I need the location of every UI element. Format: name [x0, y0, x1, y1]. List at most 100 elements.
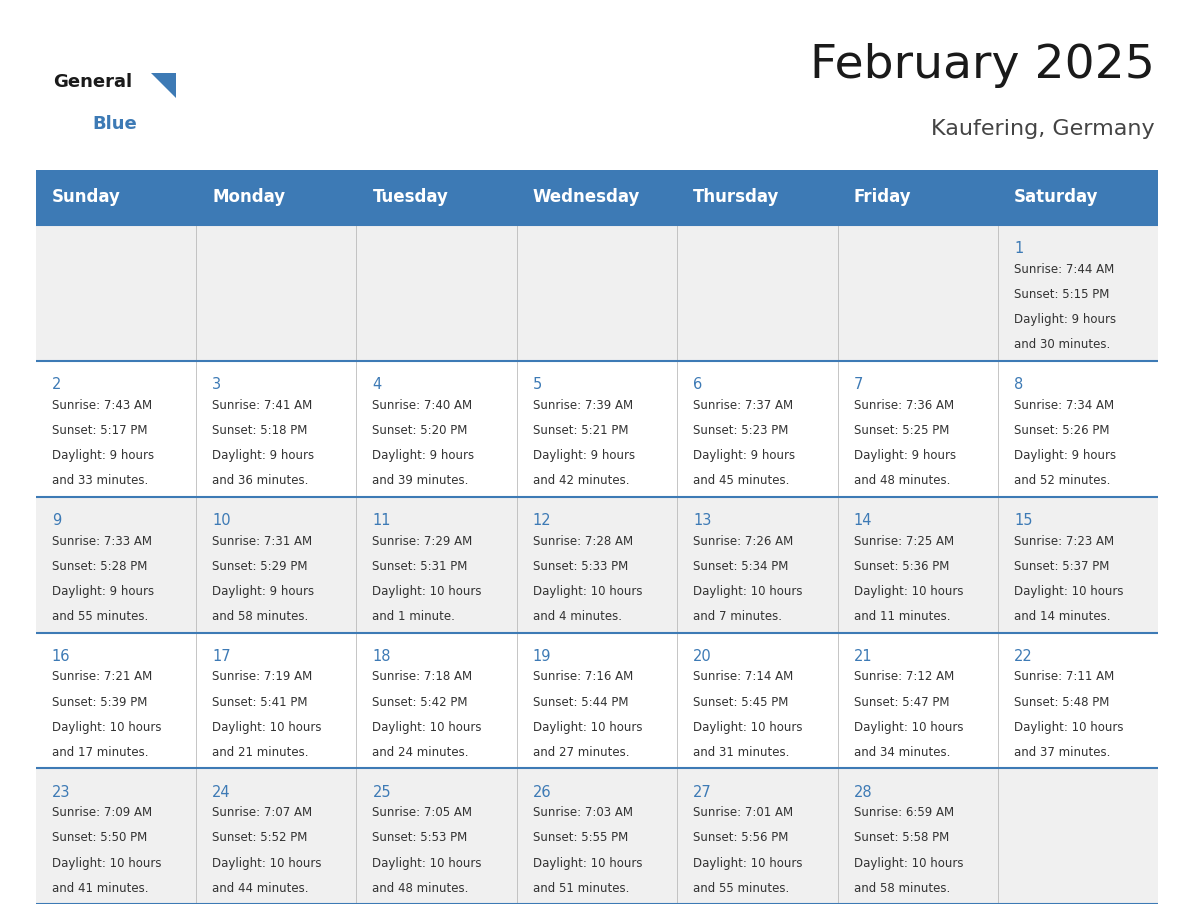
- Text: Sunset: 5:34 PM: Sunset: 5:34 PM: [693, 560, 789, 573]
- Text: 23: 23: [52, 785, 70, 800]
- Text: Sunset: 5:23 PM: Sunset: 5:23 PM: [693, 424, 789, 437]
- Text: Sunrise: 7:36 AM: Sunrise: 7:36 AM: [853, 398, 954, 411]
- Text: Daylight: 9 hours: Daylight: 9 hours: [211, 449, 314, 462]
- Text: Daylight: 9 hours: Daylight: 9 hours: [853, 449, 955, 462]
- Text: Kaufering, Germany: Kaufering, Germany: [931, 119, 1155, 139]
- Bar: [36, 497, 1158, 633]
- Text: Sunrise: 7:23 AM: Sunrise: 7:23 AM: [1013, 534, 1114, 547]
- Text: Sunrise: 7:19 AM: Sunrise: 7:19 AM: [211, 670, 312, 683]
- Text: and 17 minutes.: and 17 minutes.: [52, 745, 148, 759]
- Text: Sunrise: 7:25 AM: Sunrise: 7:25 AM: [853, 534, 954, 547]
- Text: and 39 minutes.: and 39 minutes.: [372, 474, 469, 487]
- Text: Sunrise: 7:14 AM: Sunrise: 7:14 AM: [693, 670, 794, 683]
- Text: Sunset: 5:26 PM: Sunset: 5:26 PM: [1013, 424, 1110, 437]
- Text: Daylight: 9 hours: Daylight: 9 hours: [372, 449, 474, 462]
- Text: 16: 16: [52, 649, 70, 664]
- Text: Sunrise: 7:11 AM: Sunrise: 7:11 AM: [1013, 670, 1114, 683]
- Text: Thursday: Thursday: [693, 188, 779, 207]
- Text: and 45 minutes.: and 45 minutes.: [693, 474, 790, 487]
- Text: and 42 minutes.: and 42 minutes.: [532, 474, 630, 487]
- Text: Sunrise: 7:44 AM: Sunrise: 7:44 AM: [1013, 263, 1114, 275]
- Text: Monday: Monday: [211, 188, 285, 207]
- Text: and 41 minutes.: and 41 minutes.: [52, 881, 148, 895]
- Text: 2: 2: [52, 377, 61, 392]
- Text: Daylight: 10 hours: Daylight: 10 hours: [52, 856, 162, 869]
- Text: Sunrise: 7:28 AM: Sunrise: 7:28 AM: [532, 534, 633, 547]
- Text: Sunrise: 7:21 AM: Sunrise: 7:21 AM: [52, 670, 152, 683]
- Text: and 27 minutes.: and 27 minutes.: [532, 745, 630, 759]
- Text: Sunset: 5:52 PM: Sunset: 5:52 PM: [211, 832, 308, 845]
- Text: 1: 1: [1013, 241, 1023, 256]
- Text: and 37 minutes.: and 37 minutes.: [1013, 745, 1111, 759]
- Text: Sunset: 5:20 PM: Sunset: 5:20 PM: [372, 424, 468, 437]
- Bar: [36, 768, 1158, 904]
- Text: Daylight: 10 hours: Daylight: 10 hours: [532, 721, 643, 733]
- Text: Friday: Friday: [853, 188, 911, 207]
- Text: and 55 minutes.: and 55 minutes.: [52, 610, 148, 623]
- Text: Daylight: 10 hours: Daylight: 10 hours: [1013, 585, 1124, 598]
- Text: Sunset: 5:29 PM: Sunset: 5:29 PM: [211, 560, 308, 573]
- Text: and 4 minutes.: and 4 minutes.: [532, 610, 621, 623]
- Text: Sunset: 5:47 PM: Sunset: 5:47 PM: [853, 696, 949, 709]
- Text: 17: 17: [211, 649, 230, 664]
- Text: and 30 minutes.: and 30 minutes.: [1013, 338, 1111, 352]
- Text: 20: 20: [693, 649, 712, 664]
- Text: Sunset: 5:41 PM: Sunset: 5:41 PM: [211, 696, 308, 709]
- Text: Daylight: 10 hours: Daylight: 10 hours: [211, 721, 322, 733]
- Text: and 52 minutes.: and 52 minutes.: [1013, 474, 1111, 487]
- Text: Sunrise: 7:05 AM: Sunrise: 7:05 AM: [372, 806, 473, 819]
- Text: 12: 12: [532, 513, 551, 528]
- Text: Sunset: 5:37 PM: Sunset: 5:37 PM: [1013, 560, 1110, 573]
- Text: Sunrise: 7:43 AM: Sunrise: 7:43 AM: [52, 398, 152, 411]
- Bar: [36, 633, 1158, 768]
- Text: Sunset: 5:39 PM: Sunset: 5:39 PM: [52, 696, 147, 709]
- Text: Sunset: 5:31 PM: Sunset: 5:31 PM: [372, 560, 468, 573]
- Text: 6: 6: [693, 377, 702, 392]
- Text: Sunrise: 7:18 AM: Sunrise: 7:18 AM: [372, 670, 473, 683]
- Text: and 51 minutes.: and 51 minutes.: [532, 881, 630, 895]
- Text: 24: 24: [211, 785, 230, 800]
- Text: 25: 25: [372, 785, 391, 800]
- Text: 19: 19: [532, 649, 551, 664]
- Text: Sunset: 5:15 PM: Sunset: 5:15 PM: [1013, 288, 1110, 301]
- Text: and 7 minutes.: and 7 minutes.: [693, 610, 782, 623]
- Text: 8: 8: [1013, 377, 1023, 392]
- Text: Tuesday: Tuesday: [372, 188, 448, 207]
- Text: Sunrise: 7:41 AM: Sunrise: 7:41 AM: [211, 398, 312, 411]
- Text: Sunrise: 7:33 AM: Sunrise: 7:33 AM: [52, 534, 152, 547]
- Text: Sunrise: 7:37 AM: Sunrise: 7:37 AM: [693, 398, 794, 411]
- Text: Sunset: 5:50 PM: Sunset: 5:50 PM: [52, 832, 147, 845]
- Text: Sunrise: 7:16 AM: Sunrise: 7:16 AM: [532, 670, 633, 683]
- Text: Daylight: 10 hours: Daylight: 10 hours: [853, 856, 963, 869]
- Text: and 33 minutes.: and 33 minutes.: [52, 474, 148, 487]
- Text: Sunset: 5:18 PM: Sunset: 5:18 PM: [211, 424, 308, 437]
- Text: Wednesday: Wednesday: [532, 188, 640, 207]
- Text: Sunrise: 6:59 AM: Sunrise: 6:59 AM: [853, 806, 954, 819]
- Text: and 58 minutes.: and 58 minutes.: [853, 881, 950, 895]
- Text: Daylight: 9 hours: Daylight: 9 hours: [52, 449, 153, 462]
- Text: Sunset: 5:58 PM: Sunset: 5:58 PM: [853, 832, 949, 845]
- Text: 28: 28: [853, 785, 872, 800]
- Text: 4: 4: [372, 377, 381, 392]
- Text: Sunset: 5:53 PM: Sunset: 5:53 PM: [372, 832, 468, 845]
- Text: Sunrise: 7:39 AM: Sunrise: 7:39 AM: [532, 398, 633, 411]
- Text: Sunrise: 7:12 AM: Sunrise: 7:12 AM: [853, 670, 954, 683]
- Text: 10: 10: [211, 513, 230, 528]
- Text: 15: 15: [1013, 513, 1032, 528]
- Text: 7: 7: [853, 377, 862, 392]
- Text: Daylight: 10 hours: Daylight: 10 hours: [211, 856, 322, 869]
- Text: Daylight: 10 hours: Daylight: 10 hours: [693, 585, 803, 598]
- Text: Sunrise: 7:31 AM: Sunrise: 7:31 AM: [211, 534, 312, 547]
- Text: and 21 minutes.: and 21 minutes.: [211, 745, 309, 759]
- Text: Sunset: 5:28 PM: Sunset: 5:28 PM: [52, 560, 147, 573]
- Text: 27: 27: [693, 785, 712, 800]
- Text: 14: 14: [853, 513, 872, 528]
- Text: Sunday: Sunday: [52, 188, 120, 207]
- Text: Daylight: 10 hours: Daylight: 10 hours: [1013, 721, 1124, 733]
- Text: Blue: Blue: [93, 115, 138, 132]
- Text: Sunrise: 7:01 AM: Sunrise: 7:01 AM: [693, 806, 794, 819]
- Text: Sunset: 5:48 PM: Sunset: 5:48 PM: [1013, 696, 1110, 709]
- Text: 18: 18: [372, 649, 391, 664]
- Text: Sunset: 5:33 PM: Sunset: 5:33 PM: [532, 560, 628, 573]
- Text: Daylight: 10 hours: Daylight: 10 hours: [853, 585, 963, 598]
